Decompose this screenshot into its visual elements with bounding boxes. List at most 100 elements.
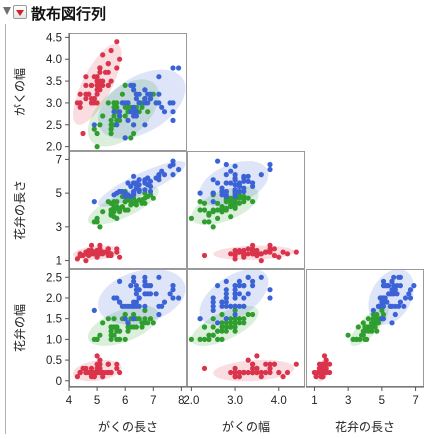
data-point-versicolor bbox=[236, 200, 242, 206]
data-point-virginica bbox=[377, 295, 383, 301]
data-point-setosa bbox=[228, 251, 234, 257]
data-point-setosa bbox=[241, 251, 247, 257]
x-tick-label: 8 bbox=[178, 395, 184, 407]
data-point-virginica bbox=[125, 117, 131, 123]
data-point-versicolor bbox=[219, 328, 225, 334]
data-point-setosa bbox=[267, 369, 273, 376]
data-point-setosa bbox=[232, 251, 238, 257]
data-point-versicolor bbox=[236, 195, 242, 201]
data-point-versicolor bbox=[97, 224, 103, 230]
data-point-setosa bbox=[201, 365, 208, 371]
data-point-virginica bbox=[125, 320, 131, 326]
data-point-virginica bbox=[232, 163, 238, 169]
data-point-versicolor bbox=[119, 91, 125, 97]
data-point-versicolor bbox=[215, 207, 221, 213]
data-point-setosa bbox=[91, 374, 97, 380]
data-point-virginica bbox=[111, 109, 117, 115]
data-point-virginica bbox=[406, 291, 412, 297]
data-point-versicolor bbox=[139, 200, 145, 206]
data-point-virginica bbox=[131, 122, 137, 128]
data-point-virginica bbox=[397, 299, 403, 305]
data-point-virginica bbox=[223, 180, 229, 186]
data-point-virginica bbox=[223, 299, 229, 305]
data-point-versicolor bbox=[108, 332, 114, 338]
data-point-versicolor bbox=[241, 199, 247, 205]
data-point-setosa bbox=[97, 361, 103, 367]
data-point-virginica bbox=[223, 291, 229, 297]
data-point-versicolor bbox=[241, 193, 247, 200]
data-point-virginica bbox=[119, 188, 125, 195]
data-point-virginica bbox=[142, 87, 148, 93]
data-point-versicolor bbox=[359, 332, 365, 338]
data-point-setosa bbox=[318, 374, 324, 380]
data-point-virginica bbox=[236, 291, 242, 297]
data-point-setosa bbox=[250, 361, 256, 367]
data-point-setosa bbox=[201, 252, 208, 259]
data-point-versicolor bbox=[374, 316, 380, 322]
data-point-virginica bbox=[223, 188, 229, 195]
data-point-versicolor bbox=[219, 311, 225, 318]
data-point-versicolor bbox=[139, 320, 145, 326]
y-tick-label: 1.5 bbox=[46, 314, 62, 326]
data-point-setosa bbox=[263, 369, 269, 376]
data-point-setosa bbox=[94, 365, 100, 371]
data-point-virginica bbox=[156, 74, 162, 80]
data-point-virginica bbox=[267, 161, 273, 168]
data-point-virginica bbox=[156, 274, 162, 280]
data-point-setosa bbox=[250, 369, 256, 376]
data-point-virginica bbox=[236, 180, 242, 186]
disclosure-triangle-icon[interactable] bbox=[3, 7, 11, 15]
data-point-versicolor bbox=[206, 212, 212, 218]
data-point-versicolor bbox=[365, 328, 371, 334]
data-point-virginica bbox=[236, 283, 242, 289]
data-point-virginica bbox=[170, 161, 176, 168]
data-point-versicolor bbox=[128, 324, 134, 330]
data-point-versicolor bbox=[142, 316, 148, 322]
data-point-versicolor bbox=[223, 320, 229, 326]
data-point-versicolor bbox=[197, 199, 203, 205]
data-point-setosa bbox=[94, 87, 100, 93]
data-point-versicolor bbox=[228, 202, 234, 208]
data-point-setosa bbox=[108, 252, 114, 259]
data-point-virginica bbox=[156, 303, 162, 309]
data-point-setosa bbox=[105, 82, 111, 88]
data-point-virginica bbox=[131, 104, 137, 110]
data-point-virginica bbox=[380, 278, 387, 284]
data-point-versicolor bbox=[241, 316, 247, 322]
data-point-virginica bbox=[133, 303, 139, 309]
data-point-virginica bbox=[133, 283, 139, 289]
data-point-setosa bbox=[77, 91, 83, 97]
data-point-setosa bbox=[258, 374, 264, 380]
data-point-virginica bbox=[170, 295, 176, 301]
data-point-versicolor bbox=[370, 311, 376, 318]
data-point-setosa bbox=[293, 361, 299, 367]
y-tick-label: 4.5 bbox=[46, 32, 62, 44]
data-point-setosa bbox=[241, 369, 247, 376]
data-point-virginica bbox=[232, 182, 238, 188]
data-point-virginica bbox=[122, 316, 128, 322]
data-point-virginica bbox=[197, 190, 203, 196]
data-point-setosa bbox=[258, 251, 264, 257]
data-point-setosa bbox=[271, 252, 277, 259]
data-point-virginica bbox=[161, 109, 168, 115]
data-point-virginica bbox=[210, 177, 216, 183]
data-point-versicolor bbox=[365, 316, 371, 322]
data-point-setosa bbox=[114, 246, 120, 252]
data-point-virginica bbox=[241, 303, 247, 309]
data-point-versicolor bbox=[122, 82, 128, 88]
data-point-versicolor bbox=[145, 320, 151, 326]
data-point-versicolor bbox=[245, 311, 251, 318]
red-triangle-menu-icon[interactable] bbox=[13, 5, 27, 19]
data-point-virginica bbox=[386, 283, 392, 289]
y-tick-label: 4.0 bbox=[46, 54, 62, 66]
data-point-versicolor bbox=[125, 328, 131, 334]
x-tick-label: 6 bbox=[122, 395, 128, 407]
data-point-virginica bbox=[232, 188, 238, 195]
x-tick-label: 5 bbox=[94, 395, 100, 407]
data-point-virginica bbox=[215, 320, 221, 326]
data-point-virginica bbox=[131, 173, 137, 179]
data-point-setosa bbox=[284, 369, 291, 376]
data-point-versicolor bbox=[108, 328, 114, 334]
outline-header: 散布図行列 bbox=[0, 0, 433, 26]
